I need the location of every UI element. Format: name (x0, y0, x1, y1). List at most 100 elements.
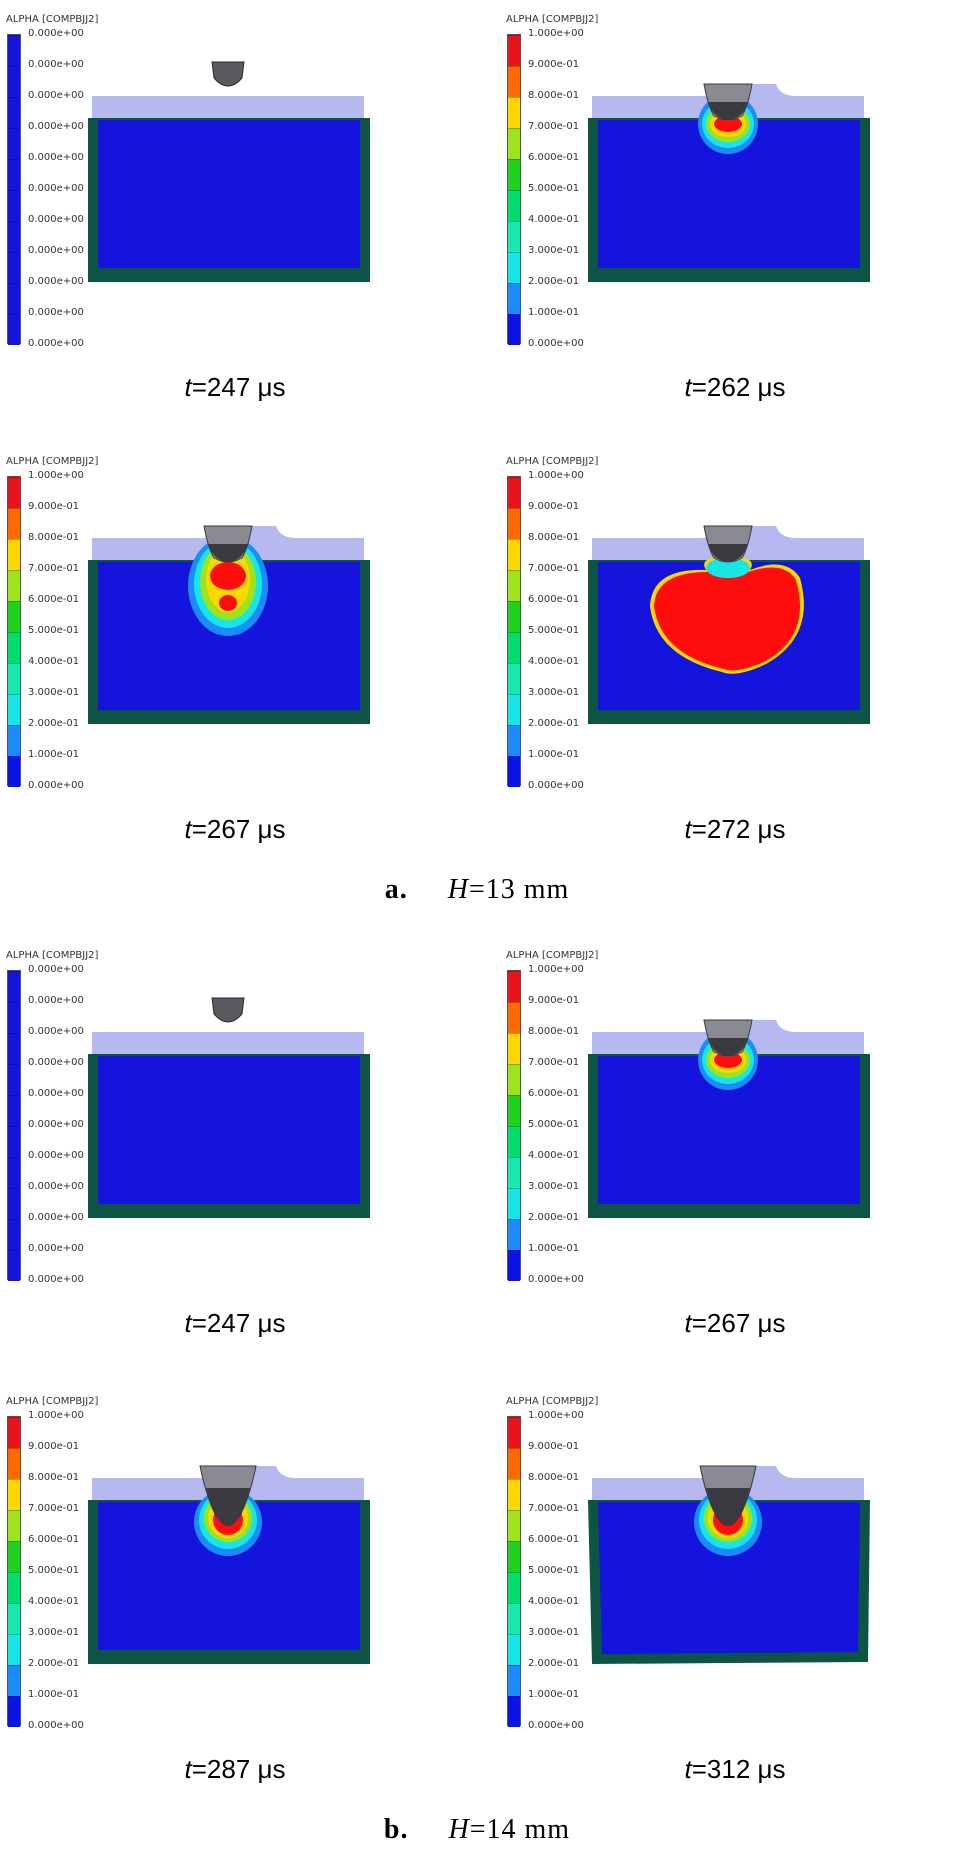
colorbar-segment (8, 632, 20, 663)
colorbar-segment (8, 570, 20, 601)
colorbar-segment (508, 1510, 520, 1541)
colorbar-tick-label: 6.000e-01 (28, 594, 80, 605)
colorbar-tick-label: 1.000e+00 (528, 1410, 584, 1421)
colorbar-tick-label: 2.000e-01 (528, 718, 580, 729)
colorbar-segment (8, 1002, 20, 1033)
caption-variable: H (447, 874, 469, 905)
reaction-zone (219, 595, 237, 611)
colorbar-segment (508, 1479, 520, 1510)
colorbar-tick-label: 9.000e-01 (28, 1441, 80, 1452)
colorbar-title: ALPHA [COMPBJJ2] (6, 456, 99, 467)
colorbar-tick-label: 7.000e-01 (528, 121, 580, 132)
colorbar-title: ALPHA [COMPBJJ2] (6, 14, 99, 25)
colorbar-tick-label: 1.000e+00 (28, 470, 84, 481)
caption-label: b. (383, 1814, 409, 1845)
colorbar (7, 34, 21, 345)
colorbar-segment (8, 1064, 20, 1095)
reaction-zone (714, 1052, 742, 1068)
colorbar-segment (8, 1126, 20, 1157)
colorbar-tick-label: 7.000e-01 (528, 563, 580, 574)
projectile-nose (708, 102, 748, 120)
colorbar-segment (508, 1002, 520, 1033)
colorbar-tick-label: 0.000e+00 (28, 780, 84, 791)
colorbar-segment (508, 1634, 520, 1665)
colorbar-tick-label: 9.000e-01 (528, 995, 580, 1006)
colorbar-tick-label: 4.000e-01 (528, 1150, 580, 1161)
cover-plate (92, 96, 364, 120)
colorbar-tick-label: 4.000e-01 (528, 1596, 580, 1607)
colorbar-segment (508, 725, 520, 756)
projectile-nose (706, 1488, 750, 1526)
colorbar-tick-label: 0.000e+00 (28, 995, 84, 1006)
colorbar-tick-label: 0.000e+00 (528, 338, 584, 349)
panel-b-3: ALPHA [COMPBJJ2] t=287 μs 1.000e+00 9.000… (0, 1396, 470, 1816)
colorbar-segment (508, 159, 520, 190)
colorbar-tick-label: 9.000e-01 (28, 501, 80, 512)
colorbar-segment (508, 508, 520, 539)
colorbar-segment (8, 221, 20, 252)
colorbar-segment (508, 66, 520, 97)
projectile-nose (208, 544, 248, 562)
colorbar-segment (508, 539, 520, 570)
colorbar-tick-label: 2.000e-01 (528, 1212, 580, 1223)
colorbar-tick-label: 2.000e-01 (528, 1658, 580, 1669)
panel-a-4: ALPHA [COMPBJJ2] t=272 μs 1.000e+00 9.000… (500, 456, 954, 876)
colorbar-tick-label: 8.000e-01 (528, 532, 580, 543)
colorbar-tick-label: 0.000e+00 (28, 121, 84, 132)
colorbar-tick-label: 4.000e-01 (528, 214, 580, 225)
colorbar-segment (508, 1064, 520, 1095)
colorbar-segment (8, 1157, 20, 1188)
colorbar-segment (8, 190, 20, 221)
panel-b-2: ALPHA [COMPBJJ2] t=267 μs 1.000e+00 9.000… (500, 950, 954, 1370)
colorbar-tick-label: 0.000e+00 (528, 1720, 584, 1731)
colorbar-segment (8, 508, 20, 539)
colorbar-segment (8, 128, 20, 159)
colorbar-tick-label: 0.000e+00 (28, 276, 84, 287)
colorbar (507, 34, 521, 345)
colorbar-tick-label: 0.000e+00 (28, 245, 84, 256)
colorbar-tick-label: 2.000e-01 (528, 276, 580, 287)
colorbar-tick-label: 0.000e+00 (28, 214, 84, 225)
projectile (211, 61, 245, 87)
colorbar-tick-label: 1.000e+00 (528, 470, 584, 481)
colorbar-segment (508, 252, 520, 283)
colorbar-tick-label: 0.000e+00 (28, 1057, 84, 1068)
colorbar-tick-label: 7.000e-01 (528, 1057, 580, 1068)
colorbar-title: ALPHA [COMPBJJ2] (506, 456, 599, 467)
colorbar-segment (508, 1250, 520, 1281)
colorbar-segment (508, 632, 520, 663)
colorbar-segment (508, 1448, 520, 1479)
colorbar-tick-label: 4.000e-01 (28, 656, 80, 667)
simulation-view (588, 83, 870, 282)
panel-a-3: ALPHA [COMPBJJ2] t=267 μs 1.000e+00 9.000… (0, 456, 470, 876)
colorbar (507, 970, 521, 1281)
colorbar-segment (8, 252, 20, 283)
colorbar-tick-label: 1.000e-01 (528, 1689, 580, 1700)
colorbar-tick-label: 6.000e-01 (528, 1534, 580, 1545)
colorbar-tick-label: 0.000e+00 (28, 1274, 84, 1285)
panel-a-2: ALPHA [COMPBJJ2] t=262 μs 1.000e+00 9.000… (500, 14, 954, 434)
reaction-zone (210, 562, 246, 590)
colorbar-segment (8, 1417, 20, 1448)
colorbar-tick-label: 2.000e-01 (28, 718, 80, 729)
reaction-zone (714, 116, 742, 132)
colorbar-tick-label: 8.000e-01 (528, 90, 580, 101)
colorbar-tick-label: 7.000e-01 (528, 1503, 580, 1514)
time-label: t=267 μs (184, 814, 286, 844)
colorbar-tick-label: 1.000e+00 (528, 964, 584, 975)
colorbar-tick-label: 1.000e-01 (528, 307, 580, 318)
reaction-zone (706, 558, 750, 578)
colorbar (507, 476, 521, 787)
cover-plate (92, 1032, 364, 1056)
explosive-charge (98, 1056, 360, 1204)
colorbar-tick-label: 1.000e+00 (528, 28, 584, 39)
colorbar-segment (508, 1665, 520, 1696)
colorbar-segment (508, 1541, 520, 1572)
caption-b: b. H=14 mm (0, 1814, 954, 1846)
colorbar-tick-label: 1.000e-01 (28, 749, 80, 760)
colorbar-title: ALPHA [COMPBJJ2] (506, 1396, 599, 1407)
projectile (211, 997, 245, 1023)
colorbar-segment (508, 1696, 520, 1727)
colorbar-segment (8, 1696, 20, 1727)
colorbar-tick-label: 8.000e-01 (28, 1472, 80, 1483)
